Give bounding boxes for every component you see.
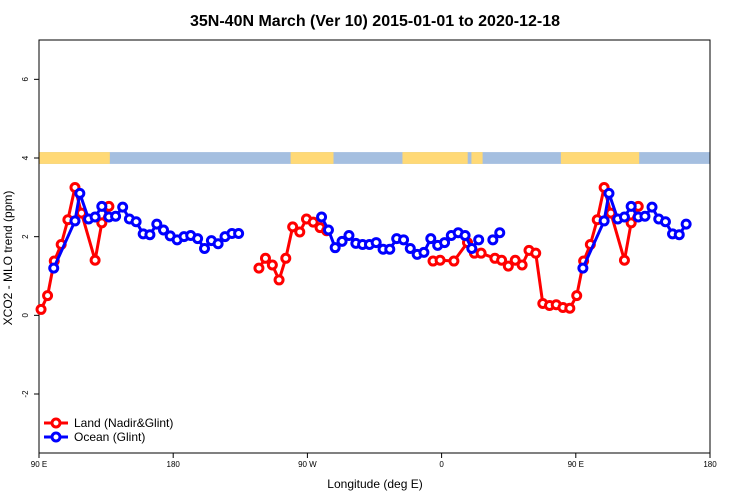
data-point [110,210,122,222]
data-point [287,221,299,233]
data-point [69,215,81,227]
data-point [117,201,129,213]
y-tick-label: -2 [21,390,30,398]
strip-land-1 [290,152,334,164]
legend-ocean-marker [50,431,62,443]
data-point [96,217,108,229]
x-tick-label: 90 W [298,460,317,469]
chart-title: 35N-40N March (Ver 10) 2015-01-01 to 202… [190,13,560,30]
data-point [439,237,451,249]
data-point [343,229,355,241]
data-point [48,262,60,274]
data-point [192,233,204,245]
data-point [646,201,658,213]
data-point [425,233,437,245]
data-point [42,290,54,302]
data-point [639,210,651,222]
data-point [130,216,142,228]
data-point [384,243,396,255]
data-point [329,242,341,254]
data-point [473,234,485,246]
data-point [259,252,271,264]
data-point [336,235,348,247]
legend: Land (Nadir&Glint) Ocean (Glint) [44,416,173,444]
x-axis-label: Longitude (deg E) [327,477,422,491]
data-point [603,187,615,199]
data-point [158,224,170,236]
data-point [448,255,460,267]
series-line [39,186,111,311]
strip-land-0 [39,152,110,164]
data-point [577,262,589,274]
data-point [280,252,292,264]
data-point [151,218,163,230]
y-tick-label: 2 [21,234,30,239]
data-point [294,226,306,238]
x-axis: 90 E 180 90 W 0 90 E 180 [31,453,717,469]
data-point [625,200,637,212]
strip-land-4 [560,152,640,164]
strip-land-2 [402,152,468,164]
data-point [618,254,630,266]
x-tick-label: 90 E [31,460,47,469]
data-point [434,254,446,266]
data-point [598,215,610,227]
data-point [625,217,637,229]
x-tick-label: 90 E [568,460,584,469]
data-point [466,242,478,254]
data-point [680,218,692,230]
y-tick-label: 0 [21,313,30,318]
y-axis-label: XCO2 - MLO trend (ppm) [1,191,15,326]
data-point [502,260,514,272]
data-point [370,237,382,249]
plot-frame [38,39,711,454]
data-point [212,238,224,250]
data-point [496,254,508,266]
legend-ocean-label: Ocean (Glint) [74,430,145,444]
data-point [273,274,285,286]
data-point [35,303,47,315]
legend-land-label: Land (Nadir&Glint) [74,416,173,430]
data-point [144,229,156,241]
series-ocean [48,187,692,274]
data-point [404,242,416,254]
data-point [322,224,334,236]
data-point [233,228,245,240]
series-layer [35,182,692,315]
data-point [74,187,86,199]
data-point [266,259,278,271]
legend-land-marker [50,417,62,429]
data-point [564,302,576,314]
data-point [475,247,487,259]
strip-ocean [39,152,710,164]
strip-land-3 [471,152,483,164]
data-point [618,211,630,223]
data-point [199,242,211,254]
data-point [307,216,319,228]
x-tick-label: 0 [439,460,444,469]
data-point [253,262,265,274]
y-tick-label: 6 [21,77,30,82]
data-point [316,211,328,223]
data-point [571,290,583,302]
data-point [659,216,671,228]
data-point [96,200,108,212]
data-point [530,247,542,259]
data-point [459,229,471,241]
data-point [673,229,685,241]
data-point [398,234,410,246]
y-tick-label: 4 [21,155,30,160]
data-point [89,254,101,266]
land-ocean-strip [39,152,710,164]
data-point [516,259,528,271]
x-tick-label: 180 [167,460,181,469]
y-axis: -2 0 2 4 6 [21,77,39,398]
data-point [487,234,499,246]
data-point [509,254,521,266]
x-tick-label: 180 [703,460,717,469]
data-point [494,227,506,239]
data-point [89,211,101,223]
data-point [418,246,430,258]
